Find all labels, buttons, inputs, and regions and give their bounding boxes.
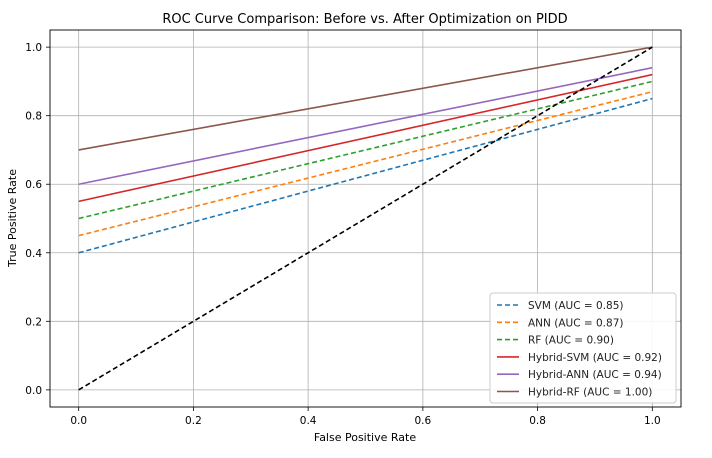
y-tick-label: 0.4 — [25, 248, 42, 260]
x-tick-label: 1.0 — [644, 415, 661, 427]
legend-label: RF (AUC = 0.90) — [528, 335, 614, 347]
legend-label: Hybrid-ANN (AUC = 0.94) — [528, 369, 662, 381]
series-line-5 — [79, 47, 653, 150]
x-tick-label: 0.6 — [415, 415, 432, 427]
chart-title: ROC Curve Comparison: Before vs. After O… — [162, 12, 567, 27]
x-tick-label: 0.4 — [300, 415, 317, 427]
x-tick-label: 0.8 — [529, 415, 546, 427]
legend-label: Hybrid-SVM (AUC = 0.92) — [528, 352, 662, 364]
roc-chart: ROC Curve Comparison: Before vs. After O… — [0, 0, 712, 458]
series-line-2 — [79, 81, 653, 218]
x-tick-label: 0.2 — [185, 415, 202, 427]
legend-label: SVM (AUC = 0.85) — [528, 300, 624, 312]
y-tick-label: 0.0 — [25, 385, 42, 397]
x-axis-label: False Positive Rate — [314, 431, 416, 444]
series-line-1 — [79, 92, 653, 236]
legend-label: ANN (AUC = 0.87) — [528, 317, 623, 329]
y-tick-label: 1.0 — [25, 42, 42, 54]
x-tick-label: 0.0 — [70, 415, 87, 427]
y-axis-label: True Positive Rate — [6, 169, 19, 268]
y-tick-label: 0.2 — [25, 316, 42, 328]
series-line-0 — [79, 99, 653, 253]
series-line-4 — [79, 68, 653, 185]
legend-label: Hybrid-RF (AUC = 1.00) — [528, 387, 652, 399]
series-line-3 — [79, 75, 653, 202]
legend: SVM (AUC = 0.85) ANN (AUC = 0.87) RF (AUC … — [490, 293, 676, 403]
y-tick-label: 0.8 — [25, 111, 42, 123]
y-tick-label: 0.6 — [25, 179, 42, 191]
